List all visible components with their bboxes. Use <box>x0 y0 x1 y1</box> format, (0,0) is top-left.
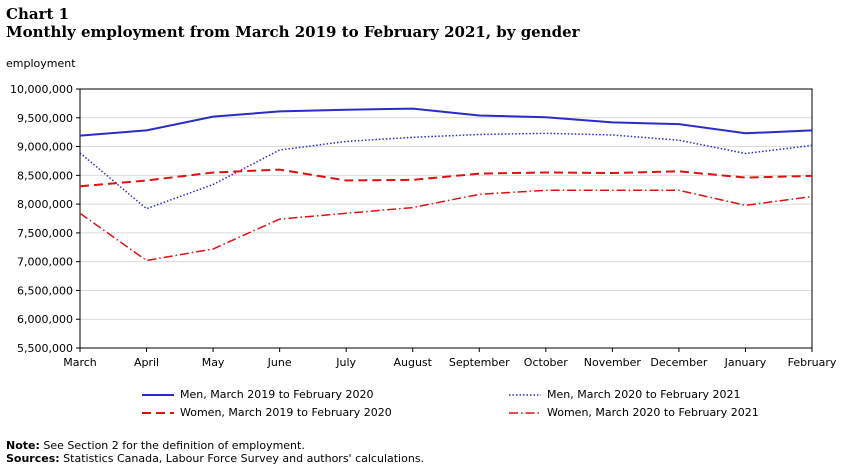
y-tick-label: 8,000,000 <box>17 198 73 211</box>
x-tick-label: June <box>267 356 292 369</box>
legend-item-men-2019: Men, March 2019 to February 2020 <box>140 388 374 401</box>
notes-block: Note: See Section 2 for the definition o… <box>6 439 424 465</box>
x-tick-label: April <box>134 356 159 369</box>
legend-swatch-dashed-red <box>142 411 174 414</box>
series-line-3 <box>79 189 813 262</box>
legend-label: Women, March 2019 to February 2020 <box>180 406 392 419</box>
y-tick-label: 6,500,000 <box>17 284 73 297</box>
chart-title: Monthly employment from March 2019 to Fe… <box>6 23 580 41</box>
x-tick-label: May <box>202 356 225 369</box>
x-tick-label: December <box>650 356 708 369</box>
x-tick-label: February <box>788 356 837 369</box>
y-tick-label: 8,500,000 <box>17 169 73 182</box>
note-text: See Section 2 for the definition of empl… <box>39 439 305 452</box>
note-line: Note: See Section 2 for the definition o… <box>6 439 424 452</box>
x-tick-label: August <box>393 356 432 369</box>
x-tick-label: September <box>449 356 510 369</box>
series-line-2 <box>79 168 813 188</box>
chart-number: Chart 1 <box>6 5 70 23</box>
y-tick-label: 10,000,000 <box>10 83 73 96</box>
x-tick-label: March <box>63 356 97 369</box>
sources-text: Statistics Canada, Labour Force Survey a… <box>59 452 425 465</box>
y-tick-label: 5,500,000 <box>17 342 73 355</box>
legend-item-women-2019: Women, March 2019 to February 2020 <box>140 406 392 419</box>
sources-label: Sources: <box>6 452 60 465</box>
y-tick-label: 7,500,000 <box>17 227 73 240</box>
y-axis-label: employment <box>6 57 76 70</box>
note-label: Note: <box>6 439 40 452</box>
legend-label: Men, March 2019 to February 2020 <box>180 388 374 401</box>
x-tick-label: October <box>524 356 568 369</box>
legend-swatch-dashdot-red <box>509 411 541 414</box>
legend-label: Men, March 2020 to February 2021 <box>547 388 741 401</box>
x-tick-label: January <box>724 356 767 369</box>
x-tick-label: November <box>584 356 642 369</box>
sources-line: Sources: Statistics Canada, Labour Force… <box>6 452 424 465</box>
y-tick-label: 7,000,000 <box>17 256 73 269</box>
legend-swatch-dotted-blue <box>509 393 541 396</box>
y-tick-label: 9,000,000 <box>17 141 73 154</box>
plot-frame <box>79 88 813 349</box>
y-tick-label: 9,500,000 <box>17 112 73 125</box>
x-tick-label: July <box>335 356 356 369</box>
legend-label: Women, March 2020 to February 2021 <box>547 406 759 419</box>
legend-item-women-2020: Women, March 2020 to February 2021 <box>507 406 759 419</box>
legend-swatch-solid-blue <box>142 393 174 396</box>
y-tick-label: 6,000,000 <box>17 313 73 326</box>
series-line-0 <box>79 107 813 137</box>
series-line-1 <box>79 132 813 210</box>
legend-item-men-2020: Men, March 2020 to February 2021 <box>507 388 741 401</box>
